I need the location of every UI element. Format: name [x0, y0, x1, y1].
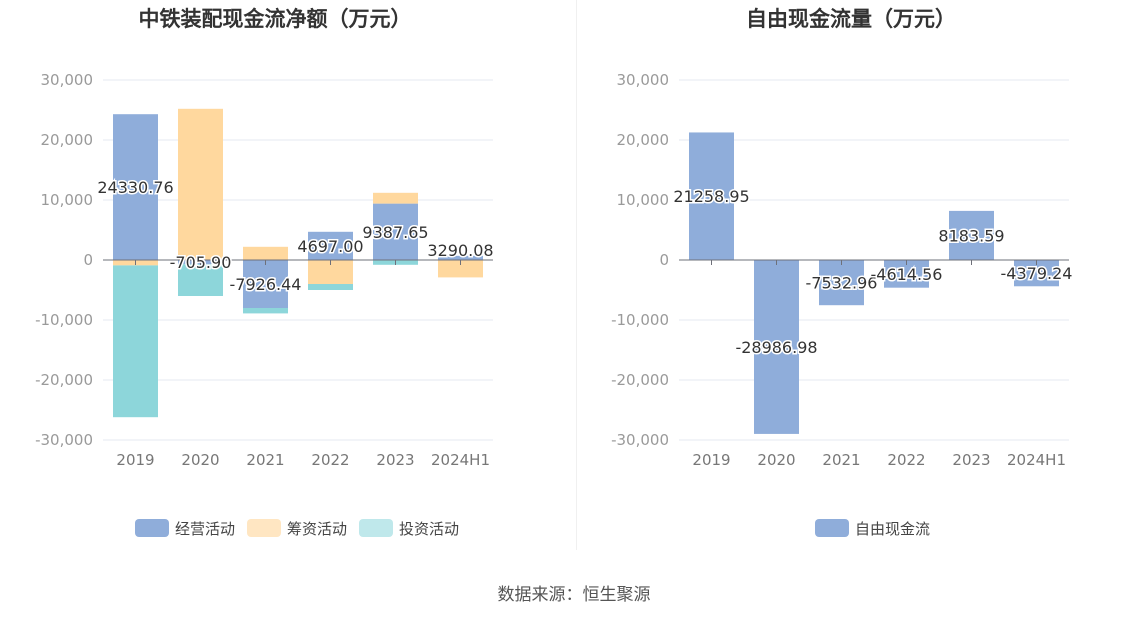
- y-tick-label: 20,000: [41, 131, 94, 149]
- bar-2023: [373, 203, 418, 260]
- legend-label: 筹资活动: [287, 520, 347, 538]
- data-label: 3290.08: [427, 241, 493, 260]
- bar-2021: [243, 246, 288, 260]
- x-tick-label: 2019: [692, 451, 730, 469]
- y-tick-label: -10,000: [35, 311, 93, 329]
- y-tick-label: -10,000: [611, 311, 669, 329]
- chart-title: 自由现金流量（万元）: [746, 7, 956, 31]
- chart-title: 中铁装配现金流净额（万元）: [139, 7, 412, 31]
- bar-2020: [754, 260, 799, 434]
- y-tick-label: 30,000: [41, 71, 94, 89]
- data-label: -4379.24: [1001, 264, 1073, 283]
- data-label: 21258.95: [673, 187, 749, 206]
- y-tick-label: -20,000: [35, 371, 93, 389]
- bar-2022: [308, 284, 353, 290]
- legend-label: 自由现金流: [855, 520, 930, 538]
- legend-label: 投资活动: [399, 520, 459, 538]
- x-tick-label: 2022: [311, 451, 349, 469]
- y-tick-label: 10,000: [617, 191, 670, 209]
- x-tick-label: 2023: [376, 451, 414, 469]
- y-tick-label: 30,000: [617, 71, 670, 89]
- data-label: 9387.65: [362, 223, 428, 242]
- free-cash-flow-chart: 自由现金流量（万元） 30,000 20,000 10,000 0 -10,000 -20,…: [611, 7, 1074, 538]
- y-tick-label: 0: [659, 251, 669, 269]
- data-label: 8183.59: [938, 226, 1004, 245]
- legend-swatch: [359, 519, 393, 537]
- bar-2019: [113, 114, 158, 260]
- y-tick-label: 0: [83, 251, 93, 269]
- x-tick-label: 2020: [757, 451, 795, 469]
- bar-2020: [178, 264, 223, 296]
- bar-2024H1: [438, 260, 483, 278]
- y-tick-label: 10,000: [41, 191, 94, 209]
- data-label: -705.90: [170, 253, 232, 272]
- data-source-label: 数据来源：恒生聚源: [497, 585, 651, 605]
- data-label: -28986.98: [735, 338, 817, 357]
- bar-2021: [243, 260, 288, 308]
- legend-swatch: [815, 519, 849, 537]
- data-label: 4697.00: [297, 237, 363, 256]
- data-label: -4614.56: [871, 265, 943, 284]
- y-tick-label: -30,000: [611, 431, 669, 449]
- x-tick-label: 2020: [181, 451, 219, 469]
- bar-2021: [819, 260, 864, 306]
- bar-2023: [373, 192, 418, 204]
- bar-2023: [949, 210, 994, 260]
- data-label: 24330.76: [97, 178, 173, 197]
- bar-2020: [178, 108, 223, 260]
- bar-2022: [308, 231, 353, 260]
- data-label: -7532.96: [806, 274, 878, 293]
- bar-2019: [113, 265, 158, 418]
- y-tick-label: 20,000: [617, 131, 670, 149]
- x-tick-label: 2024H1: [1007, 451, 1066, 469]
- x-tick-label: 2022: [887, 451, 925, 469]
- x-tick-label: 2024H1: [431, 451, 490, 469]
- x-tick-label: 2019: [116, 451, 154, 469]
- y-tick-label: -20,000: [611, 371, 669, 389]
- data-label: -7926.44: [230, 275, 302, 294]
- legend-swatch: [247, 519, 281, 537]
- bar-2024H1: [438, 255, 483, 260]
- bar-2019: [689, 132, 734, 260]
- legend-swatch: [135, 519, 169, 537]
- bar-2021: [243, 308, 288, 314]
- y-tick-label: -30,000: [35, 431, 93, 449]
- x-tick-label: 2023: [952, 451, 990, 469]
- x-tick-label: 2021: [822, 451, 860, 469]
- cash-flow-net-chart: 中铁装配现金流净额（万元） 30,000 20,000 10,000 0 -10,000 -…: [35, 7, 495, 538]
- chart-divider: [576, 0, 577, 550]
- legend-label: 经营活动: [175, 520, 235, 538]
- x-tick-label: 2021: [246, 451, 284, 469]
